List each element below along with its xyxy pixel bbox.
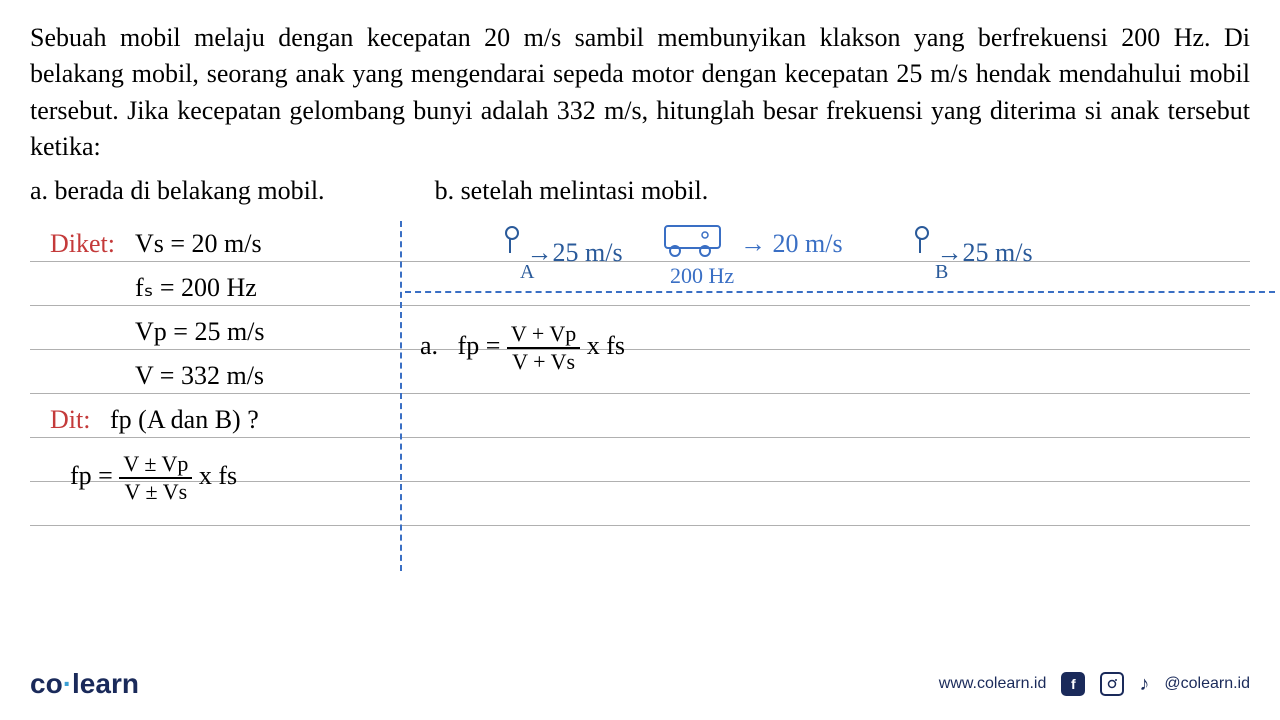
horizontal-divider: [405, 291, 1275, 293]
stick-figure-icon: [910, 226, 930, 261]
solution-a-denominator: V + Vs: [507, 349, 580, 375]
website-url: www.colearn.id: [939, 675, 1047, 693]
given-vp: Vp = 25 m/s: [135, 317, 265, 347]
diket-label: Diket:: [50, 229, 115, 259]
instagram-icon: [1100, 672, 1124, 696]
diagram-rider-a: →25 m/s: [500, 226, 623, 268]
logo-co: co: [30, 668, 63, 699]
footer-right: www.colearn.id f ♪ @colearn.id: [939, 672, 1250, 696]
solution-a-fp: fp =: [458, 331, 501, 360]
logo-learn: learn: [72, 668, 139, 699]
rule-line: [30, 305, 1250, 306]
stick-figure-icon: [500, 226, 520, 261]
question-a: a. berada di belakang mobil.: [30, 176, 325, 206]
rule-line: [30, 349, 1250, 350]
questions-row: a. berada di belakang mobil. b. setelah …: [0, 176, 1280, 206]
given-v: V = 332 m/s: [135, 361, 264, 391]
solution-a-fraction: V + Vp V + Vs: [507, 321, 580, 375]
formula-fraction: V ± Vp V ± Vs: [119, 451, 192, 505]
brand-logo: co·learn: [30, 668, 139, 700]
dit-content: fp (A dan B) ?: [110, 405, 259, 435]
tiktok-icon: ♪: [1139, 673, 1149, 696]
solution-a-label: a.: [420, 331, 438, 360]
rider-b-speed: →25 m/s: [937, 238, 1033, 267]
facebook-icon: f: [1061, 672, 1085, 696]
rule-line: [30, 393, 1250, 394]
formula-numerator: V ± Vp: [119, 451, 192, 479]
logo-dot: ·: [63, 668, 72, 699]
car-icon: [660, 221, 730, 261]
diagram-car: [660, 221, 730, 268]
problem-body: Sebuah mobil melaju dengan kecepatan 20 …: [30, 23, 1250, 161]
rule-line: [30, 525, 1250, 526]
handwritten-work: Diket: Vs = 20 m/s fₛ = 200 Hz Vp = 25 m…: [0, 221, 1280, 601]
car-speed: → 20 m/s: [740, 229, 843, 259]
given-vs: Vs = 20 m/s: [135, 229, 262, 259]
fp-label: fp =: [70, 461, 113, 490]
formula-mult: x fs: [199, 461, 237, 490]
solution-a-numerator: V + Vp: [507, 321, 580, 349]
solution-a-mult: x fs: [587, 331, 625, 360]
formula-fp: fp = V ± Vp V ± Vs x fs: [70, 451, 237, 505]
problem-statement: Sebuah mobil melaju dengan kecepatan 20 …: [0, 0, 1280, 176]
footer: co·learn www.colearn.id f ♪ @colearn.id: [0, 668, 1280, 700]
formula-denominator: V ± Vs: [119, 479, 192, 505]
social-handle: @colearn.id: [1164, 675, 1250, 693]
car-freq: 200 Hz: [670, 263, 734, 289]
rider-a-label: A: [520, 261, 534, 284]
rule-line: [30, 261, 1250, 262]
question-b: b. setelah melintasi mobil.: [435, 176, 709, 206]
vertical-divider: [400, 221, 402, 571]
diagram-rider-b: →25 m/s: [910, 226, 1033, 268]
given-fs: fₛ = 200 Hz: [135, 273, 257, 303]
rider-b-label: B: [935, 261, 948, 284]
solution-a: a. fp = V + Vp V + Vs x fs: [420, 321, 625, 375]
rule-line: [30, 437, 1250, 438]
dit-label: Dit:: [50, 405, 90, 435]
rider-a-speed: →25 m/s: [527, 238, 623, 267]
